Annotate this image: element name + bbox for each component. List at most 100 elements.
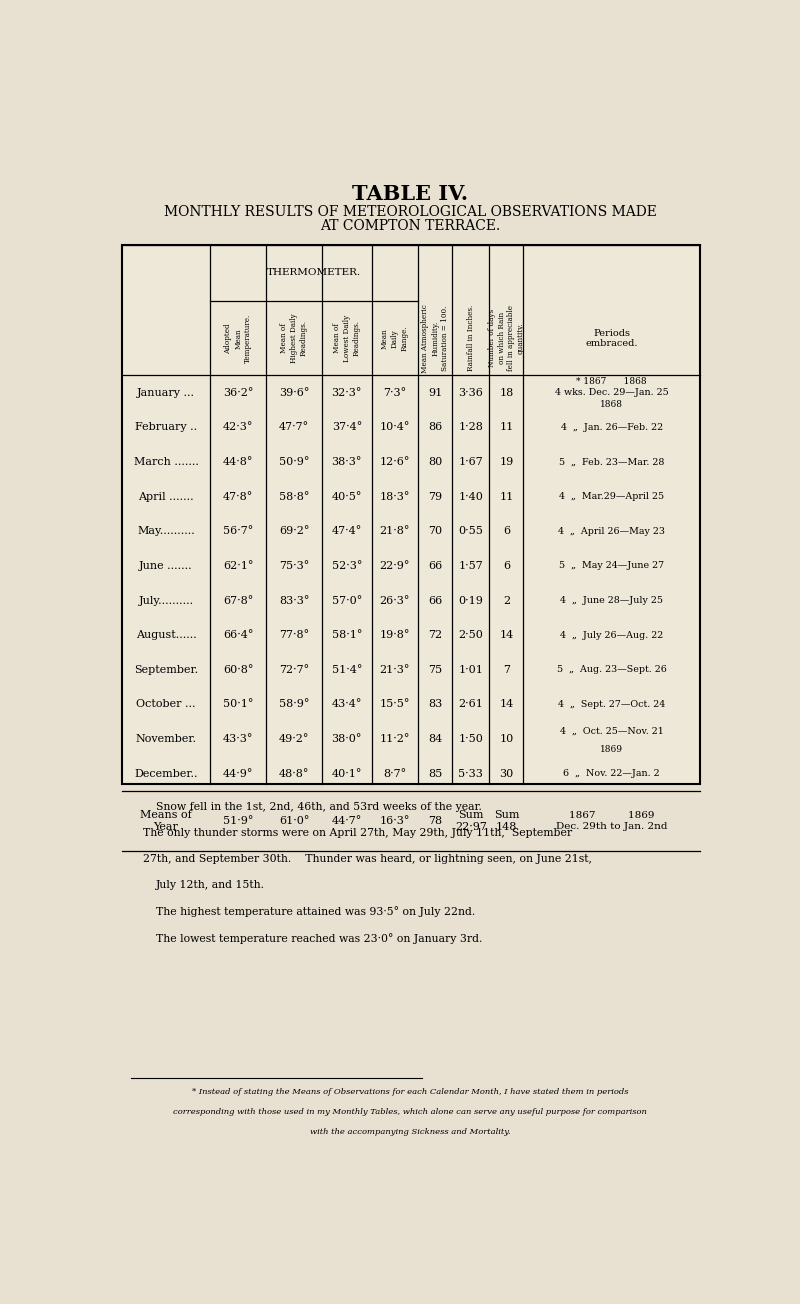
Text: 30: 30 [499, 769, 514, 778]
Text: 19: 19 [499, 456, 514, 467]
Text: 8·7°: 8·7° [383, 769, 406, 778]
Text: 21·8°: 21·8° [380, 527, 410, 536]
Text: 58·1°: 58·1° [331, 630, 362, 640]
Text: 1867          1869
Dec. 29th to Jan. 2nd: 1867 1869 Dec. 29th to Jan. 2nd [556, 811, 667, 831]
Text: 70: 70 [428, 527, 442, 536]
Text: 7·3°: 7·3° [383, 387, 406, 398]
Text: 5  „  Aug. 23—Sept. 26: 5 „ Aug. 23—Sept. 26 [557, 665, 666, 674]
Text: 10: 10 [499, 734, 514, 745]
Text: June .......: June ....... [139, 561, 193, 571]
Text: 1869: 1869 [600, 745, 623, 754]
Text: 58·8°: 58·8° [279, 492, 310, 502]
Text: 58·9°: 58·9° [279, 699, 310, 709]
Text: November.: November. [135, 734, 197, 745]
Text: 50·9°: 50·9° [279, 456, 310, 467]
Text: 5·33: 5·33 [458, 769, 483, 778]
Text: 2: 2 [503, 596, 510, 605]
Text: 36·2°: 36·2° [223, 387, 254, 398]
Text: 5  „  Feb. 23—Mar. 28: 5 „ Feb. 23—Mar. 28 [559, 458, 665, 467]
Text: * Instead of stating the Means of Observations for each Calendar Month, I have s: * Instead of stating the Means of Observ… [192, 1089, 628, 1097]
Text: 1·01: 1·01 [458, 665, 483, 674]
Text: 22·9°: 22·9° [380, 561, 410, 571]
Text: 2·50: 2·50 [458, 630, 483, 640]
Text: 15·5°: 15·5° [380, 699, 410, 709]
Text: April .......: April ....... [138, 492, 194, 502]
Text: The lowest temperature reached was 23·0° on January 3rd.: The lowest temperature reached was 23·0°… [156, 932, 482, 944]
Text: September.: September. [134, 665, 198, 674]
Text: 79: 79 [428, 492, 442, 502]
Text: 19·8°: 19·8° [380, 630, 410, 640]
Text: 5  „  May 24—June 27: 5 „ May 24—June 27 [559, 562, 664, 570]
Text: October ...: October ... [136, 699, 196, 709]
Text: 11: 11 [499, 492, 514, 502]
Text: 44·8°: 44·8° [223, 456, 254, 467]
Text: 75: 75 [428, 665, 442, 674]
Text: Periods
embraced.: Periods embraced. [586, 329, 638, 348]
Text: 51·4°: 51·4° [331, 665, 362, 674]
Text: 40·5°: 40·5° [331, 492, 362, 502]
Text: 85: 85 [428, 769, 442, 778]
Text: 37·4°: 37·4° [332, 422, 362, 433]
Text: Adopted
Mean
Temperature.: Adopted Mean Temperature. [225, 313, 252, 363]
Text: 66: 66 [428, 561, 442, 571]
Text: 67·8°: 67·8° [223, 596, 254, 605]
Text: August......: August...... [136, 630, 197, 640]
Text: 86: 86 [428, 422, 442, 433]
Text: 49·2°: 49·2° [279, 734, 310, 745]
Text: 72: 72 [428, 630, 442, 640]
Text: 43·3°: 43·3° [223, 734, 254, 745]
Bar [122, 245, 700, 784]
Text: 18·3°: 18·3° [380, 492, 410, 502]
Text: 11: 11 [499, 422, 514, 433]
Text: 3·36: 3·36 [458, 387, 483, 398]
Text: 44·9°: 44·9° [223, 769, 254, 778]
Text: May..........: May.......... [137, 527, 195, 536]
Text: Mean of
Lowest Daily
Readings.: Mean of Lowest Daily Readings. [333, 314, 361, 361]
Text: January ...: January ... [137, 387, 195, 398]
Text: July..........: July.......... [138, 596, 194, 605]
Text: Mean of
Highest Daily
Readings.: Mean of Highest Daily Readings. [280, 313, 308, 363]
Text: Snow fell in the 1st, 2nd, 46th, and 53rd weeks of the year.: Snow fell in the 1st, 2nd, 46th, and 53r… [156, 802, 482, 812]
Text: 42·3°: 42·3° [223, 422, 254, 433]
Text: 26·3°: 26·3° [380, 596, 410, 605]
Text: with the accompanying Sickness and Mortality.: with the accompanying Sickness and Morta… [310, 1128, 510, 1136]
Text: 1868: 1868 [600, 399, 623, 408]
Text: 4  „  June 28—July 25: 4 „ June 28—July 25 [560, 596, 663, 605]
Text: THERMOMETER.: THERMOMETER. [267, 269, 362, 278]
Text: 40·1°: 40·1° [331, 769, 362, 778]
Text: 0·19: 0·19 [458, 596, 483, 605]
Text: 4  „  April 26—May 23: 4 „ April 26—May 23 [558, 527, 666, 536]
Text: July 12th, and 15th.: July 12th, and 15th. [156, 880, 265, 891]
Text: The only thunder storms were on April 27th, May 29th, July 11th,  September: The only thunder storms were on April 27… [143, 828, 573, 838]
Text: 52·3°: 52·3° [331, 561, 362, 571]
Text: 4 wks. Dec. 29—Jan. 25: 4 wks. Dec. 29—Jan. 25 [555, 389, 669, 398]
Text: 18: 18 [499, 387, 514, 398]
Text: 84: 84 [428, 734, 442, 745]
Text: 72·7°: 72·7° [279, 665, 309, 674]
Text: 2·61: 2·61 [458, 699, 483, 709]
Text: December..: December.. [134, 769, 198, 778]
Text: 47·8°: 47·8° [223, 492, 254, 502]
Text: 91: 91 [428, 387, 442, 398]
Text: 0·55: 0·55 [458, 527, 483, 536]
Text: 27th, and September 30th.    Thunder was heard, or lightning seen, on June 21st,: 27th, and September 30th. Thunder was he… [143, 854, 592, 865]
Text: 57·0°: 57·0° [332, 596, 362, 605]
Text: 83·3°: 83·3° [279, 596, 310, 605]
Text: 4  „  July 26—Aug. 22: 4 „ July 26—Aug. 22 [560, 631, 663, 640]
Text: Rainfall in Inches.: Rainfall in Inches. [466, 305, 474, 372]
Text: Mean Atmospheric
Humidity.
Saturation = 100.: Mean Atmospheric Humidity. Saturation = … [422, 304, 449, 373]
Text: 69·2°: 69·2° [279, 527, 310, 536]
Text: 48·8°: 48·8° [279, 769, 310, 778]
Text: 11·2°: 11·2° [380, 734, 410, 745]
Text: 7: 7 [503, 665, 510, 674]
Text: 6: 6 [503, 527, 510, 536]
Text: 56·7°: 56·7° [223, 527, 254, 536]
Text: 47·7°: 47·7° [279, 422, 309, 433]
Text: The highest temperature attained was 93·5° on July 22nd.: The highest temperature attained was 93·… [156, 906, 475, 918]
Text: Means of
Year: Means of Year [140, 810, 192, 832]
Text: 4  „  Sept. 27—Oct. 24: 4 „ Sept. 27—Oct. 24 [558, 700, 666, 709]
Text: 66: 66 [428, 596, 442, 605]
Text: 38·0°: 38·0° [331, 734, 362, 745]
Text: 39·6°: 39·6° [279, 387, 310, 398]
Text: 14: 14 [499, 699, 514, 709]
